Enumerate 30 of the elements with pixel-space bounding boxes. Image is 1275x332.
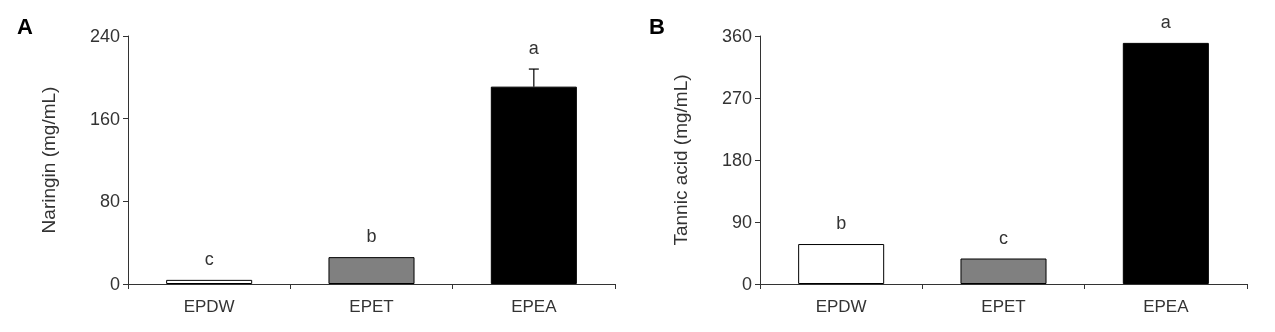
annotation: a	[528, 38, 540, 59]
bar	[1122, 42, 1209, 284]
x-tick-label: EPDW	[183, 297, 235, 316]
y-tick-label: 90	[731, 212, 752, 232]
y-axis-title: Tannic acid (mg/mL)	[670, 74, 691, 246]
y-tick-label: 160	[89, 108, 120, 129]
bar	[328, 257, 415, 284]
x-tick-label: EPET	[981, 297, 1026, 316]
annotation: a	[1160, 11, 1172, 32]
y-tick-label: 240	[89, 26, 120, 46]
y-tick-label: 270	[721, 88, 752, 108]
annotation: c	[999, 227, 1008, 248]
bar	[960, 258, 1047, 284]
bar	[166, 279, 253, 284]
y-tick-label: 0	[741, 274, 752, 294]
y-tick-label: 180	[721, 150, 752, 170]
x-tick-label: EPET	[349, 297, 394, 316]
annotation: b	[836, 213, 847, 234]
x-tick-label: EPEA	[1143, 297, 1190, 316]
x-tick-label: EPEA	[511, 297, 558, 316]
bar	[798, 244, 885, 284]
y-tick-label: 80	[99, 191, 120, 212]
annotation: b	[366, 226, 377, 247]
y-axis-title: Naringin (mg/mL)	[38, 86, 59, 234]
y-tick-label: 360	[721, 26, 752, 46]
annotation: c	[204, 248, 214, 269]
chart-title: B	[649, 13, 665, 39]
chart-title: A	[17, 13, 33, 39]
y-tick-label: 0	[109, 274, 120, 294]
x-tick-label: EPDW	[815, 297, 867, 316]
